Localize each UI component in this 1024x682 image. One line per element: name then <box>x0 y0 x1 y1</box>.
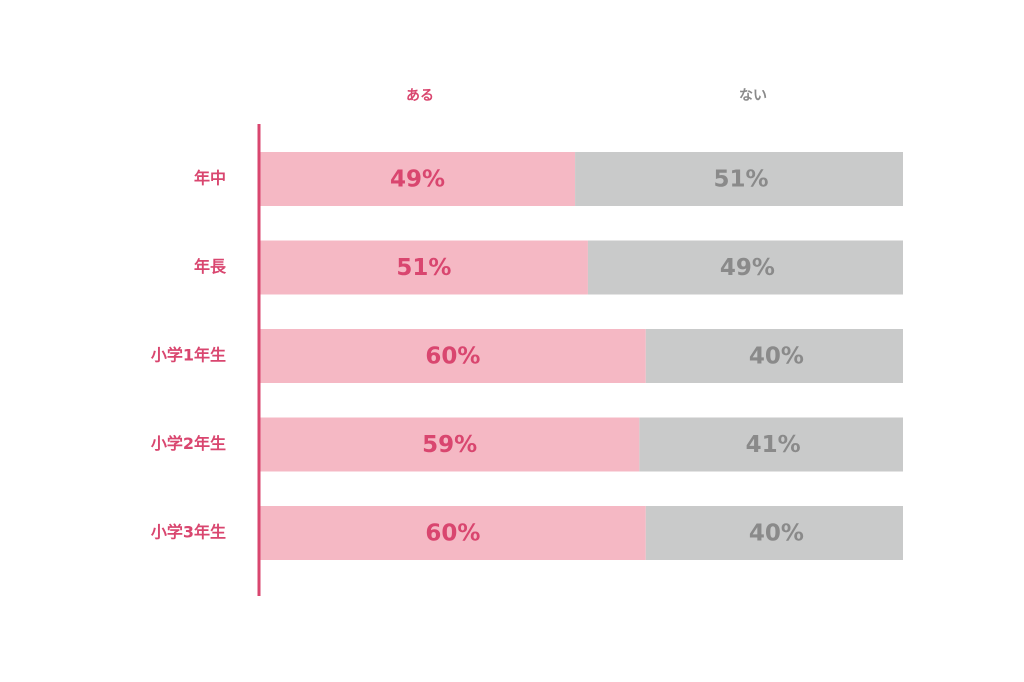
bar-2-1 <box>575 152 903 206</box>
value-label-2-2: 49% <box>720 255 775 281</box>
legend-label-1: ある <box>406 88 434 104</box>
category-label-3: 小学1年生 <box>151 346 226 365</box>
category-label-5: 小学3年生 <box>151 523 226 542</box>
category-label-4: 小学2年生 <box>151 434 226 453</box>
value-label-1-4: 59% <box>422 432 477 458</box>
value-label-1-2: 51% <box>396 255 451 281</box>
category-label-2: 年長 <box>194 257 227 276</box>
bar-2-2 <box>587 240 903 295</box>
legend-label-2: ない <box>739 88 767 104</box>
bar-2-3 <box>645 329 903 383</box>
bar-1-3 <box>260 329 646 383</box>
bar-1-1 <box>260 152 576 206</box>
bar-1-4 <box>260 417 640 472</box>
value-label-2-4: 41% <box>746 432 801 458</box>
value-label-2-3: 40% <box>749 344 804 370</box>
bar-2-4 <box>639 417 903 472</box>
value-label-1-3: 60% <box>425 344 480 370</box>
value-label-1-5: 60% <box>425 521 480 547</box>
value-label-2-5: 40% <box>749 521 804 547</box>
bar-1-2 <box>260 240 588 295</box>
bar-2-5 <box>645 506 903 560</box>
value-label-1-1: 49% <box>390 167 445 193</box>
bar-1-5 <box>260 506 646 560</box>
category-label-1: 年中 <box>194 169 226 188</box>
value-label-2-1: 51% <box>714 167 769 193</box>
